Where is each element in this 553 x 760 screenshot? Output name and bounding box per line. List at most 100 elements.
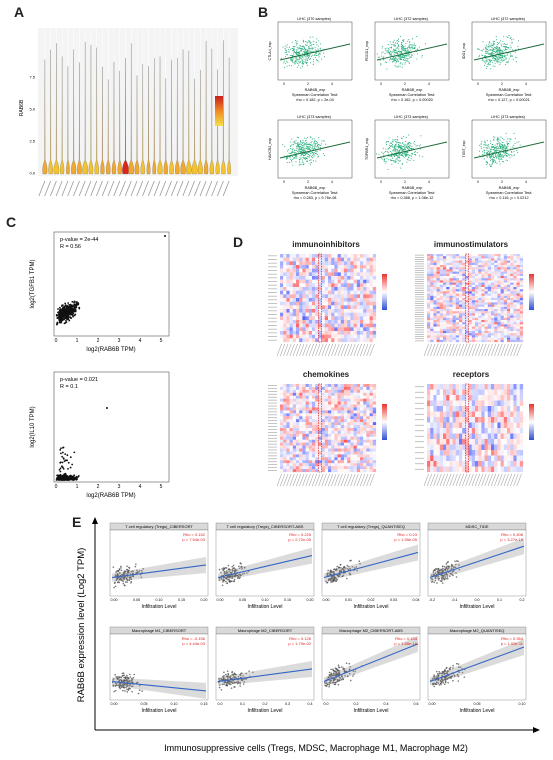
scatter-point (500, 62, 502, 64)
heatmap-cell (497, 322, 501, 325)
scatter-point (63, 314, 66, 317)
scatter-point (284, 45, 286, 47)
scatter-point (499, 157, 501, 159)
heatmap-cell (366, 316, 370, 321)
scatter-point (499, 147, 501, 150)
scatter-point (400, 46, 402, 48)
scatter-point (389, 147, 391, 149)
heatmap-cell (436, 309, 440, 312)
heatmap-cell (507, 271, 511, 274)
heatmap-cell (430, 313, 434, 316)
scatter-point (71, 305, 74, 308)
heatmap-cell (289, 338, 293, 343)
heatmap-cell (481, 254, 485, 257)
scatter-point (295, 49, 297, 51)
heatmap-cell (344, 265, 348, 269)
scatter-point (501, 55, 504, 57)
heatmap-cell (334, 272, 338, 277)
scatter-point (297, 136, 299, 139)
heatmap-cell (296, 305, 300, 310)
scatter-point (407, 151, 409, 153)
heatmap-cell (286, 327, 290, 332)
scatter-point (310, 149, 312, 151)
scatter-point (310, 137, 312, 139)
scatter-point (297, 145, 299, 147)
scatter-point (303, 51, 305, 53)
heatmap-cell (507, 256, 511, 259)
heatmap-cell (446, 267, 450, 270)
heatmap-cell (430, 291, 434, 294)
heatmap-cell (449, 304, 453, 307)
heatmap-cell (494, 331, 498, 334)
heatmap-cell (289, 334, 293, 339)
scatter-point (486, 147, 489, 149)
heatmap-cell (280, 312, 284, 317)
heatmap-cell (481, 335, 485, 338)
heatmap-cell (484, 300, 488, 303)
heatmap-cell (372, 261, 377, 266)
heatmap-cell (500, 289, 504, 292)
scatter-point (494, 43, 496, 45)
heatmap-cell (497, 256, 501, 259)
heatmap-cell (372, 279, 377, 284)
scatter-point (317, 155, 319, 157)
heatmap-cell (350, 272, 354, 277)
heatmap-cell (452, 298, 456, 301)
heatmap-cell (516, 335, 520, 338)
scatter-point (305, 62, 307, 65)
scatter-point (497, 136, 499, 138)
scatter-point (400, 51, 402, 53)
heatmap-cell (497, 258, 501, 261)
scatter-point (386, 47, 388, 49)
scatter-point (306, 160, 308, 163)
heatmap-cell (439, 267, 444, 270)
heatmap-cell (436, 339, 440, 343)
heatmap-cell (491, 273, 495, 277)
scatter-point (491, 45, 493, 47)
heatmap-cell (443, 254, 447, 257)
heatmap-cell (487, 313, 492, 316)
scatter-point (505, 61, 508, 63)
heatmap-cell (519, 300, 524, 303)
heatmap-immunoinhibitors (268, 253, 387, 357)
heatmap-cell (465, 282, 469, 285)
scatter-point (306, 152, 308, 154)
heatmap-cell (283, 265, 287, 269)
heatmap-cell (465, 322, 469, 325)
scatter-point (481, 141, 483, 143)
heatmap-cell (427, 324, 431, 327)
heatmap-cell (468, 282, 472, 285)
scatter-point (297, 58, 299, 61)
scatter-point (312, 147, 314, 149)
heatmap-cell (507, 262, 511, 266)
heatmap-cell (516, 280, 520, 283)
heatmap-cell (452, 309, 456, 312)
heatmap-cell (312, 265, 316, 269)
heatmap-cell (443, 256, 447, 259)
heatmap-cell (337, 257, 341, 262)
heatmap-cell (516, 278, 520, 281)
scatter-point (506, 54, 509, 56)
scatter-point (387, 148, 389, 150)
column-label (446, 343, 452, 357)
heatmap-cell (331, 331, 335, 335)
scatter-point (286, 60, 288, 62)
heatmap-cell (516, 282, 520, 285)
scatter-point (295, 41, 297, 43)
scatter-point (407, 154, 409, 156)
heatmap-cell (497, 265, 501, 268)
scatter-point (485, 48, 488, 50)
heatmap-cell (443, 304, 447, 307)
heatmap-cell (436, 284, 440, 288)
scatter-point (422, 156, 424, 158)
heatmap-cell (510, 284, 514, 288)
heatmap-cell (430, 284, 434, 288)
heatmap-cell (353, 305, 357, 310)
scatter-point (494, 65, 496, 67)
scatter-point (389, 41, 391, 43)
heatmap-cell (503, 335, 508, 338)
scatter-point (495, 49, 497, 51)
heatmap-cell (455, 313, 460, 316)
scatter-point (303, 62, 305, 64)
heatmap-cell (449, 254, 453, 257)
